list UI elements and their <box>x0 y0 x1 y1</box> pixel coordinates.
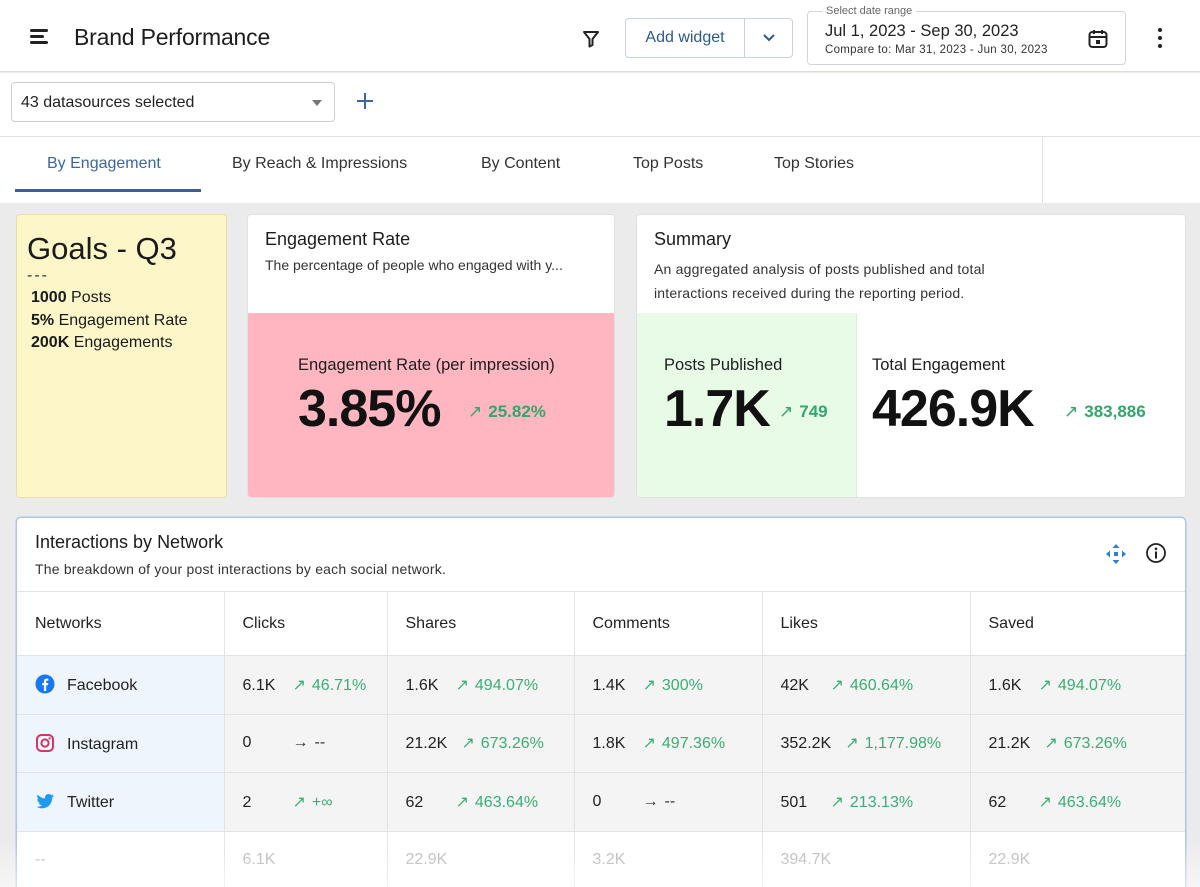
column-header-clicks[interactable]: Clicks <box>223 591 388 656</box>
add-datasource-plus-icon[interactable] <box>352 88 378 114</box>
datasources-select-value: 43 datasources selected <box>21 94 195 111</box>
column-header-shares[interactable]: Shares <box>386 591 575 656</box>
filter-icon[interactable] <box>578 26 604 52</box>
goals-title: Goals - Q3 <box>27 231 177 266</box>
datasources-select[interactable]: 43 datasources selected <box>11 82 335 122</box>
chevron-down-icon <box>762 34 775 42</box>
table-cell: 42K ↗ 460.64% <box>761 655 971 715</box>
posts-published-label: Posts Published <box>664 356 783 374</box>
engagement-rate-title: Engagement Rate <box>265 229 411 249</box>
table-cell: 1.6K ↗ 494.07% <box>386 655 575 715</box>
table-row: Facebook 6.1K ↗ 46.71% 1.6K ↗ 494.07% 1.4K ↗ 3… <box>17 655 1185 715</box>
instagram-icon <box>36 733 54 752</box>
table-cell: 2 ↗ +∞ <box>223 772 388 832</box>
engagement-rate-delta: ↗ 25.82% <box>468 402 546 421</box>
table-cell: 6.1K <box>223 830 388 887</box>
table-cell: 1.6K ↗ 494.07% <box>969 655 1185 715</box>
goal-item: 1000 Posts <box>31 289 112 306</box>
table-cell: 0 → -- <box>573 772 763 832</box>
network-cell: Instagram <box>17 713 225 773</box>
datasource-bar: 43 datasources selected <box>0 73 1200 137</box>
interactions-by-network-card[interactable]: Interactions by Network The breakdown of… <box>17 518 1185 887</box>
table-cell: 0 → -- <box>223 713 388 773</box>
posts-published-panel: Posts Published 1.7K ↗ 749 <box>637 313 857 497</box>
date-range-value: Jul 1, 2023 - Sep 30, 2023 <box>825 22 1019 40</box>
info-icon[interactable] <box>1145 542 1167 564</box>
tab-top-posts[interactable]: Top Posts <box>633 155 704 172</box>
arrow-up-right-icon: ↗ <box>779 402 794 421</box>
posts-published-delta: ↗ 749 <box>779 402 828 421</box>
table-cell: 62 ↗ 463.64% <box>386 772 575 832</box>
column-header-saved[interactable]: Saved <box>969 591 1185 656</box>
network-cell: Facebook <box>17 655 225 715</box>
page-title: Brand Performance <box>74 24 271 50</box>
table-cell: 3.2K <box>573 830 763 887</box>
column-header-likes[interactable]: Likes <box>761 591 971 656</box>
twitter-icon <box>36 794 54 809</box>
table-cell: 1.8K ↗ 497.36% <box>573 713 763 773</box>
tab-top-stories[interactable]: Top Stories <box>774 155 855 172</box>
add-widget-dropdown-button[interactable] <box>745 18 793 58</box>
interactions-title: Interactions by Network <box>35 532 224 552</box>
total-engagement-panel: Total Engagement 426.9K ↗ 383,886 <box>858 313 1185 497</box>
table-cell: 62 ↗ 463.64% <box>969 772 1185 832</box>
engagement-rate-panel: Engagement Rate (per impression) 3.85% ↗… <box>248 313 614 497</box>
tab-by-content[interactable]: By Content <box>481 155 561 172</box>
table-cell: 22.9K <box>969 830 1185 887</box>
posts-published-value: 1.7K <box>664 380 771 438</box>
arrow-up-right-icon: ↗ <box>468 402 483 421</box>
table-cell: 21.2K ↗ 673.26% <box>969 713 1185 773</box>
summary-description: An aggregated analysis of posts publishe… <box>654 261 985 301</box>
column-header-networks[interactable]: Networks <box>17 591 225 656</box>
more-options-icon[interactable] <box>1150 26 1170 50</box>
total-engagement-label: Total Engagement <box>872 356 1006 374</box>
tab-by-reach-impressions[interactable]: By Reach & Impressions <box>232 155 408 172</box>
goals-separator: --- <box>27 267 49 284</box>
table-cell: -- <box>17 830 225 887</box>
arrow-up-right-icon: ↗ <box>1064 402 1079 421</box>
engagement-rate-description: The percentage of people who engaged wit… <box>265 257 563 273</box>
interactions-table: Networks Clicks Shares Comments Likes Sa… <box>17 591 1185 887</box>
engagement-rate-metric-label: Engagement Rate (per impression) <box>298 356 555 374</box>
goal-item: 5% Engagement Rate <box>31 312 188 329</box>
date-range-picker[interactable]: Select date range Jul 1, 2023 - Sep 30, … <box>807 5 1126 65</box>
tab-bar: By Engagement By Reach & Impressions By … <box>0 137 1200 203</box>
move-icon[interactable] <box>1105 543 1127 565</box>
tab-by-engagement[interactable]: By Engagement <box>47 155 161 172</box>
summary-card[interactable]: Summary An aggregated analysis of posts … <box>637 215 1185 497</box>
calendar-icon <box>1088 30 1108 48</box>
table-cell: 501 ↗ 213.13% <box>761 772 971 832</box>
goal-item: 200K Engagements <box>31 334 173 351</box>
goals-card[interactable]: Goals - Q3 --- 1000 Posts 5% Engagement … <box>17 215 226 497</box>
column-header-comments[interactable]: Comments <box>573 591 763 656</box>
network-cell: Twitter <box>17 772 225 832</box>
table-cell: 1.4K ↗ 300% <box>573 655 763 715</box>
active-tab-indicator <box>15 189 201 192</box>
caret-down-icon <box>312 100 322 106</box>
table-row: Twitter 2 ↗ +∞ 62 ↗ 463.64% 0 → -- 501 ↗ 213.13%… <box>17 772 1185 832</box>
table-header-row: Networks Clicks Shares Comments Likes Sa… <box>17 591 1185 656</box>
table-cell: 22.9K <box>386 830 575 887</box>
date-range-label: Select date range <box>822 5 917 17</box>
interactions-description: The breakdown of your post interactions … <box>35 561 447 577</box>
table-cell: 6.1K ↗ 46.71% <box>223 655 388 715</box>
table-cell: 21.2K ↗ 673.26% <box>386 713 575 773</box>
table-total-row: -- 6.1K 22.9K 3.2K 394.7K 22.9K <box>17 830 1185 887</box>
total-engagement-value: 426.9K <box>872 380 1035 438</box>
engagement-rate-card[interactable]: Engagement Rate The percentage of people… <box>248 215 614 497</box>
table-row: Instagram 0 → -- 21.2K ↗ 673.26% 1.8K ↗ 497.36… <box>17 713 1185 773</box>
table-cell: 394.7K <box>761 830 971 887</box>
top-header: Brand Performance Add widget Select date… <box>0 0 1200 72</box>
summary-title: Summary <box>654 229 732 249</box>
total-engagement-delta: ↗ 383,886 <box>1064 402 1146 421</box>
engagement-rate-value: 3.85% <box>298 380 441 438</box>
hamburger-menu-icon[interactable] <box>28 26 50 46</box>
table-cell: 352.2K ↗ 1,177.98% <box>761 713 971 773</box>
add-widget-button[interactable]: Add widget <box>625 18 745 58</box>
facebook-icon <box>35 674 55 694</box>
date-range-compare: Compare to: Mar 31, 2023 - Jun 30, 2023 <box>825 44 1048 56</box>
